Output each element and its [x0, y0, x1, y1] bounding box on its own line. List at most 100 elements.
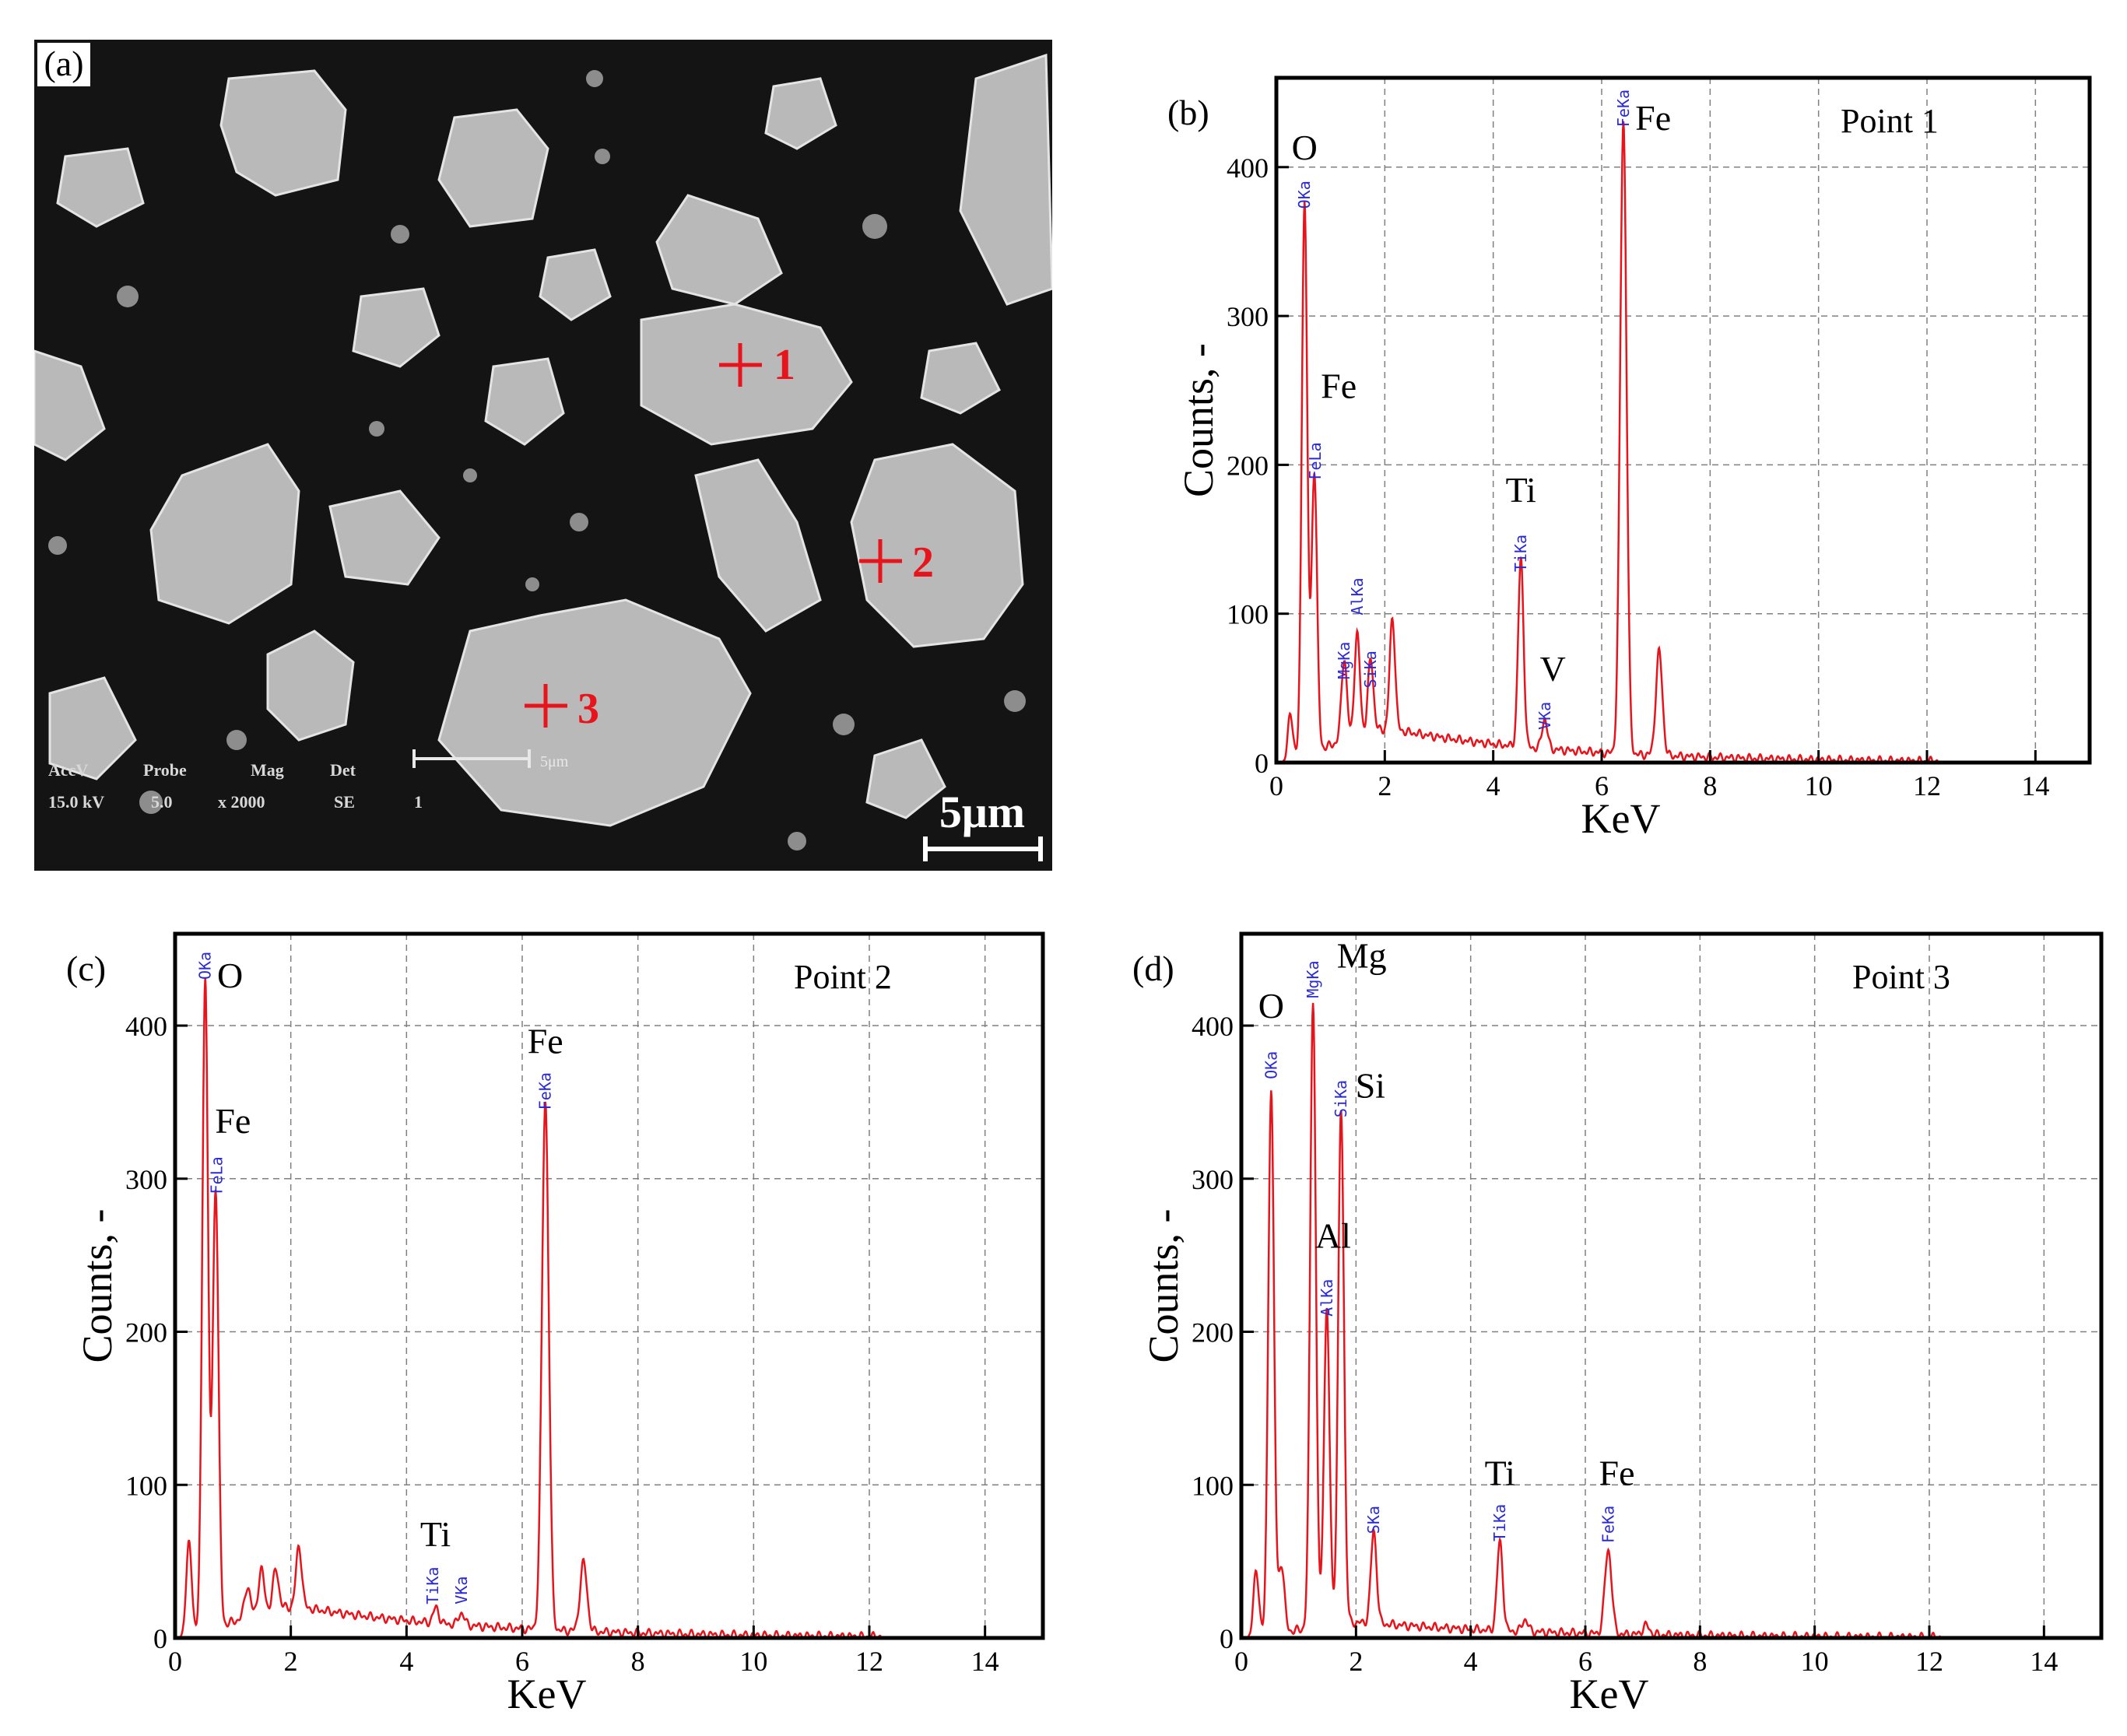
particle	[764, 77, 837, 150]
sem-particles	[34, 53, 1052, 827]
x-tick-label: 8	[1703, 770, 1717, 801]
y-tick-label: 400	[1192, 1011, 1234, 1042]
peak-line-label: AlKa	[1318, 1279, 1336, 1317]
x-tick-label: 0	[1234, 1646, 1248, 1677]
scale-bar	[923, 836, 1043, 861]
eds-spectrum-point-2: 0 2 4 6 8 10 12 14 0 100 200 300 400 KeV Counts, - Poin…	[66, 931, 1045, 1717]
info-header-accv: AccV	[48, 760, 88, 780]
marker-1-label: 1	[774, 341, 795, 389]
particle	[219, 69, 347, 197]
peak-line-label: SiKa	[1361, 651, 1380, 688]
x-tick-label: 12	[1913, 770, 1941, 801]
info-value-frame: 1	[414, 792, 423, 812]
x-tick-label: 6	[515, 1646, 529, 1677]
element-label: Al	[1315, 1215, 1351, 1255]
peak-line-label: OKa	[1295, 181, 1314, 209]
particle	[539, 248, 612, 321]
peak-line-label: FeKa	[1599, 1506, 1617, 1543]
x-tick-label: 10	[1801, 1646, 1829, 1677]
chart-title: Point 3	[1852, 958, 1950, 996]
marker-2-label: 2	[912, 538, 934, 587]
x-tick-label: 6	[1595, 770, 1609, 801]
x-tick-label: 0	[1269, 770, 1283, 801]
y-tick-label: 0	[1255, 748, 1269, 779]
info-header-mag: Mag	[251, 760, 284, 780]
element-label: O	[1258, 986, 1284, 1026]
y-tick-label: 0	[1220, 1623, 1234, 1654]
x-tick-label: 2	[284, 1646, 298, 1677]
peak-line-label: FeKa	[1614, 89, 1633, 127]
x-tick-label: 6	[1578, 1646, 1592, 1677]
peak-line-label: TiKa	[1511, 535, 1530, 572]
x-tick-label: 10	[739, 1646, 767, 1677]
particle	[34, 349, 106, 461]
particle	[694, 458, 822, 633]
sem-micrograph-panel: (a) 1 2 3 AccV Probe Mag Det 15.0 kV 5.0…	[34, 40, 1052, 871]
element-label: O	[217, 956, 243, 995]
y-axis-label: Counts, -	[74, 1208, 121, 1362]
element-label: Ti	[420, 1514, 451, 1554]
y-tick-label: 100	[1227, 599, 1269, 630]
element-label: V	[1540, 649, 1566, 689]
sem-panel-label-box	[37, 43, 90, 86]
x-tick-label: 4	[1486, 770, 1500, 801]
plot-frame	[1274, 75, 2092, 765]
x-axis-label: KeV	[1581, 795, 1661, 842]
peak-line-label: OKa	[1262, 1051, 1280, 1079]
y-tick-label: 100	[1192, 1470, 1234, 1501]
y-axis-label: Counts, -	[1175, 343, 1222, 497]
x-tick-label: 4	[399, 1646, 413, 1677]
scale-bar-label: 5μm	[939, 787, 1025, 837]
small-scale-bar	[412, 749, 531, 768]
y-tick-label: 200	[1192, 1317, 1234, 1348]
marker-1	[719, 343, 762, 387]
element-label: O	[1292, 128, 1318, 167]
y-tick-label: 300	[1192, 1164, 1234, 1195]
peak-line-label: FeLa	[208, 1156, 226, 1194]
y-tick-label: 400	[1227, 153, 1269, 184]
x-tick-label: 10	[1805, 770, 1833, 801]
info-value-mag: x 2000	[218, 792, 265, 812]
element-label: Fe	[1321, 366, 1357, 405]
y-tick-label: 400	[125, 1011, 167, 1042]
chart-title: Point 1	[1841, 102, 1939, 140]
sem-panel-label: (a)	[44, 44, 83, 83]
marker-3	[525, 684, 567, 728]
x-tick-label: 2	[1378, 770, 1392, 801]
x-tick-label: 8	[1693, 1646, 1707, 1677]
x-tick-label: 8	[631, 1646, 645, 1677]
x-tick-label: 0	[168, 1646, 182, 1677]
spectrum-line	[1279, 121, 1939, 764]
peak-line-label: FeKa	[536, 1072, 555, 1110]
peak-line-label: VKa	[452, 1576, 471, 1604]
panel-label: (b)	[1167, 93, 1209, 132]
x-tick-label: 12	[855, 1646, 883, 1677]
sem-micrograph: (a) 1 2 3 AccV Probe Mag Det 15.0 kV 5.0…	[34, 40, 1052, 871]
particle	[959, 53, 1052, 306]
eds-spectrum-point-1: 0 2 4 6 8 10 12 14 0 100 200 300 400 KeV Counts, - Poin…	[1167, 75, 2092, 842]
chart-title: Point 2	[794, 958, 892, 996]
y-tick-label: 200	[1227, 450, 1269, 481]
particle	[437, 108, 549, 228]
particle	[920, 342, 1001, 415]
y-tick-label: 300	[1227, 301, 1269, 332]
y-tick-label: 300	[125, 1164, 167, 1195]
peak-line-label: MgKa	[1304, 960, 1322, 998]
sem-info-strip: AccV Probe Mag Det 15.0 kV 5.0 x 2000 SE…	[48, 760, 423, 812]
particle	[640, 303, 853, 446]
peak-line-label: SKa	[1364, 1506, 1383, 1534]
x-tick-label: 14	[971, 1646, 999, 1677]
particle	[484, 357, 565, 446]
peak-line-label: MgKa	[1335, 642, 1353, 679]
element-label: Fe	[1635, 98, 1671, 138]
info-header-det: Det	[330, 760, 356, 780]
element-label: Fe	[1599, 1453, 1635, 1492]
x-tick-label: 14	[2030, 1646, 2058, 1677]
peak-line-label: TiKa	[423, 1567, 442, 1604]
element-label: Ti	[1485, 1453, 1515, 1492]
element-label: Ti	[1506, 470, 1536, 510]
particle	[850, 443, 1024, 648]
element-label: Mg	[1337, 935, 1387, 975]
panel-label: (d)	[1132, 949, 1174, 988]
info-value-accv: 15.0 kV	[48, 792, 104, 812]
